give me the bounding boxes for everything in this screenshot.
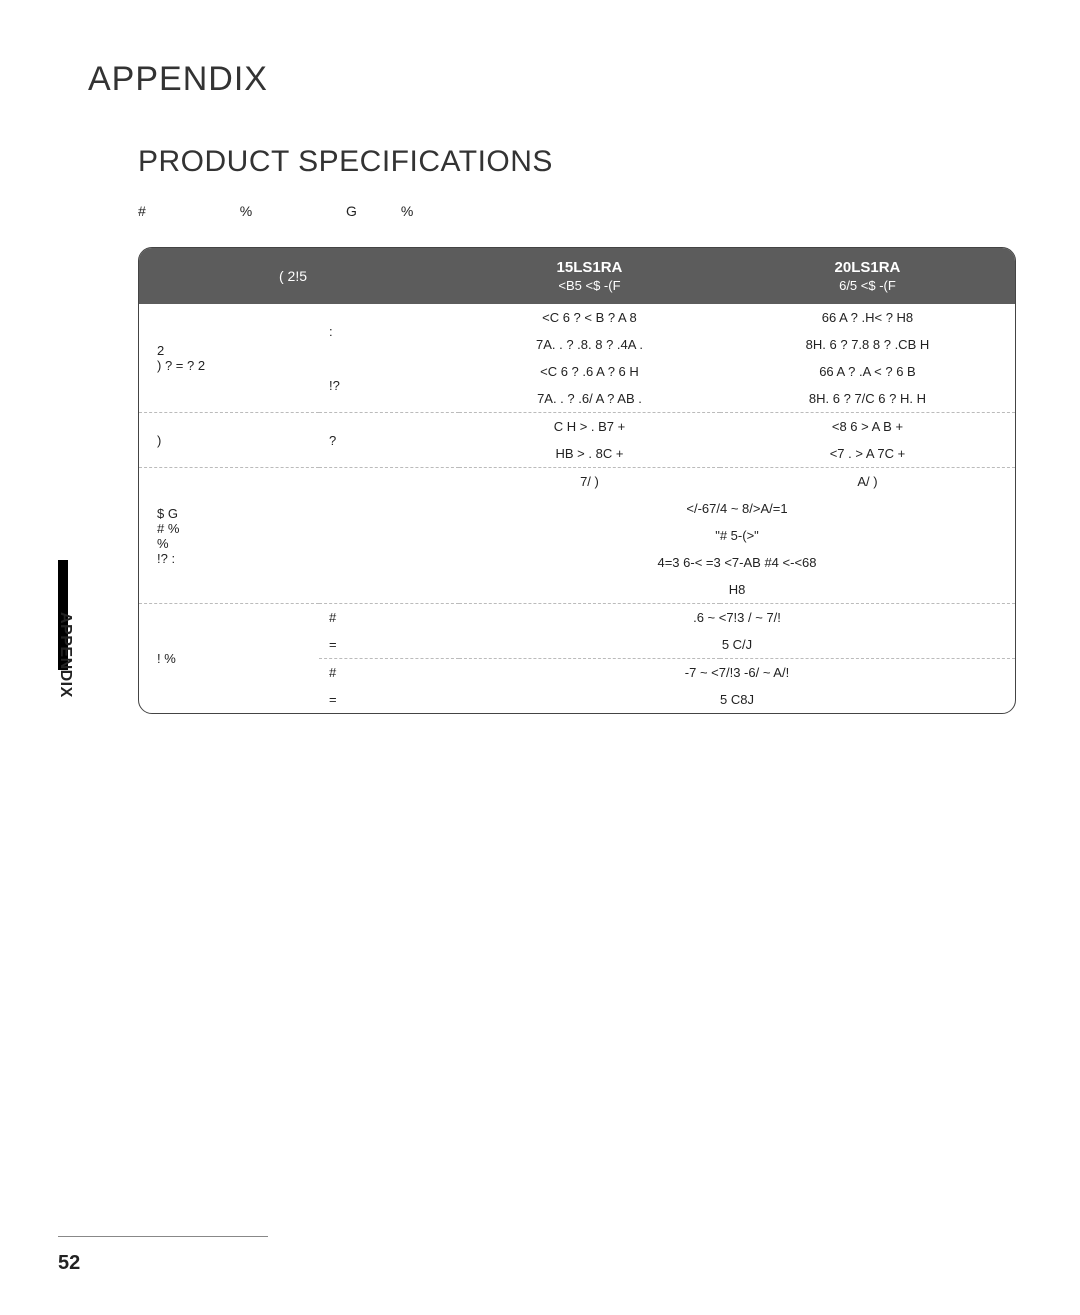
panel-shared: H8 <box>459 576 1015 604</box>
lead-token: % <box>240 203 252 219</box>
dim-b-val: 8H. 6 ? 7/C 6 ? H. H <box>720 385 1015 413</box>
dim-label-line: 2 <box>157 343 309 358</box>
weight-sub: ? <box>319 413 459 468</box>
dim-label-line: ) ? = ? 2 <box>157 358 309 373</box>
section-heading: PRODUCT SPECIFICATIONS <box>138 145 1020 179</box>
dim-b-val: 66 A ? .A < ? 6 B <box>720 358 1015 385</box>
panel-b-top: A/ ) <box>720 468 1015 496</box>
panel-shared: "# 5-(>" <box>459 522 1015 549</box>
env-val: 5 C/J <box>459 631 1015 659</box>
dim-a-val: <C 6 ? < B ? A 8 <box>459 304 720 331</box>
weight-a-val: HB > . 8C + <box>459 440 720 468</box>
dim-sub-b: !? <box>319 358 459 413</box>
model-b-name: 20LS1RA <box>728 258 1007 278</box>
dim-b-val: 66 A ? .H< ? H8 <box>720 304 1015 331</box>
env-sub: = <box>319 686 459 713</box>
model-a-name: 15LS1RA <box>467 258 712 278</box>
lead-token: # <box>138 203 146 219</box>
model-b-header: 20LS1RA 6/5 <$ -(F <box>720 248 1015 304</box>
panel-a-top: 7/ ) <box>459 468 720 496</box>
env-label: ! % <box>139 604 319 714</box>
env-val: 5 C8J <box>459 686 1015 713</box>
table-row: ! % # .6 ~ <7!3 / ~ 7/! <box>139 604 1015 632</box>
page-number: 52 <box>58 1252 80 1275</box>
env-val: -7 ~ <7/!3 -6/ ~ A/! <box>459 659 1015 687</box>
env-val: .6 ~ <7!3 / ~ 7/! <box>459 604 1015 632</box>
env-sub: = <box>319 631 459 659</box>
dim-a-val: <C 6 ? .6 A ? 6 H <box>459 358 720 385</box>
weight-b-val: <8 6 > A B + <box>720 413 1015 441</box>
spec-table: ( 2!5 15LS1RA <B5 <$ -(F 20LS1RA 6/5 <$ … <box>138 247 1016 714</box>
weight-a-val: C H > . B7 + <box>459 413 720 441</box>
panel-sub <box>319 468 459 604</box>
models-header: ( 2!5 <box>139 248 459 304</box>
panel-label-line: $ G <box>157 506 309 521</box>
dim-a-val: 7A. . ? .8. 8 ? .4A . <box>459 331 720 358</box>
model-b-sub: 6/5 <$ -(F <box>728 278 1007 295</box>
table-row: ) ? C H > . B7 + <8 6 > A B + <box>139 413 1015 441</box>
lead-row: # % G % <box>138 203 1020 219</box>
panel-label: $ G # % % !? : <box>139 468 319 604</box>
dim-a-val: 7A. . ? .6/ A ? AB . <box>459 385 720 413</box>
panel-shared: </-67/4 ~ 8/>A/=1 <box>459 495 1015 522</box>
dim-b-val: 8H. 6 ? 7.8 8 ? .CB H <box>720 331 1015 358</box>
lead-token: G <box>346 203 357 219</box>
panel-label-line: !? : <box>157 551 309 566</box>
weight-b-val: <7 . > A 7C + <box>720 440 1015 468</box>
env-sub: # <box>319 659 459 687</box>
dim-sub-a: : <box>319 304 459 358</box>
model-a-sub: <B5 <$ -(F <box>467 278 712 295</box>
table-row: $ G # % % !? : 7/ ) A/ ) <box>139 468 1015 496</box>
side-label: APPENDIX <box>56 612 74 698</box>
table-header-row: ( 2!5 15LS1RA <B5 <$ -(F 20LS1RA 6/5 <$ … <box>139 248 1015 304</box>
dim-label: 2 ) ? = ? 2 <box>139 304 319 413</box>
panel-label-line: % <box>157 536 309 551</box>
model-a-header: 15LS1RA <B5 <$ -(F <box>459 248 720 304</box>
panel-label-line: # % <box>157 521 309 536</box>
lead-token: % <box>401 203 413 219</box>
appendix-heading: APPENDIX <box>88 60 1020 99</box>
table-row: 2 ) ? = ? 2 : <C 6 ? < B ? A 8 66 A ? .H… <box>139 304 1015 331</box>
env-sub: # <box>319 604 459 632</box>
page: APPENDIX APPENDIX PRODUCT SPECIFICATIONS… <box>0 0 1080 1315</box>
panel-shared: 4=3 6-< =3 <7-AB #4 <-<68 <box>459 549 1015 576</box>
weight-label: ) <box>139 413 319 468</box>
footer-rule <box>58 1236 268 1237</box>
